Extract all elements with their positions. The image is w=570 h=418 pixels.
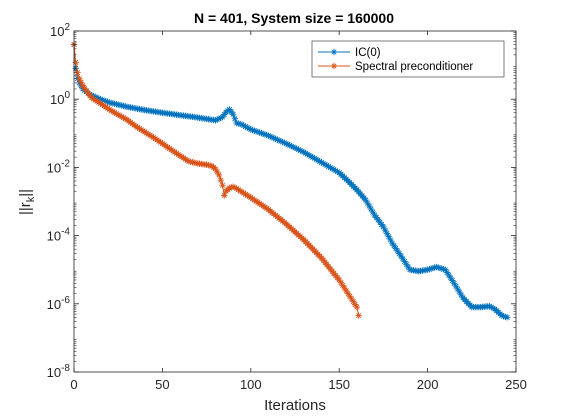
data-point-series-2: [214, 168, 221, 176]
y-tick-label: 10-6: [47, 295, 71, 312]
data-point-series-1: [457, 291, 465, 299]
x-axis-label: Iterations: [264, 397, 326, 414]
data-point-series-2: [72, 59, 79, 66]
x-tick-label: 200: [417, 377, 439, 392]
y-tick-label: 102: [50, 22, 70, 39]
x-tick-label: 250: [505, 377, 527, 392]
data-point-series-1: [381, 226, 389, 234]
data-point-series-1: [387, 236, 394, 244]
x-tick-label: 0: [70, 377, 77, 392]
y-axis-label-subscript: k: [25, 196, 37, 202]
y-axis-label-tail: ||: [17, 189, 34, 197]
y-tick-label: 10-4: [47, 227, 71, 244]
y-tick-label: 10-8: [47, 363, 71, 380]
x-tick-label: 150: [328, 377, 350, 392]
y-axis-label: ||rk||: [17, 189, 37, 215]
legend-label: IC(0): [355, 47, 381, 59]
x-tick-label: 100: [240, 377, 262, 392]
y-axis-label-base: ||r: [17, 202, 34, 215]
plot-area: [74, 31, 516, 372]
y-tick-label: 10-2: [47, 158, 71, 175]
plot-frame: [73, 30, 517, 373]
data-point-series-2: [219, 182, 226, 189]
chart-title: N = 401, System size = 160000: [194, 10, 394, 26]
series-layer: [70, 41, 511, 321]
legend-label: Spectral preconditioner: [355, 61, 473, 73]
legend: IC(0) Spectral preconditioner: [311, 40, 505, 78]
data-point-series-2: [217, 176, 224, 184]
y-tick-label: 100: [50, 90, 70, 107]
legend-marker: [330, 48, 338, 56]
data-point-series-1: [503, 314, 511, 321]
legend-box: [311, 40, 505, 78]
x-axis-ticks: 0 50 100 150 200 250: [70, 31, 527, 392]
legend-entries: IC(0) Spectral preconditioner: [318, 47, 473, 73]
x-tick-label: 50: [155, 377, 169, 392]
legend-marker: [330, 62, 338, 70]
y-axis-ticks: 102 100 10-2 10-4 10-6 10-8: [47, 22, 516, 380]
data-point-series-2: [355, 312, 362, 319]
data-point-series-2: [353, 303, 361, 311]
data-point-series-2: [215, 171, 223, 179]
data-point-series-1: [383, 230, 391, 237]
